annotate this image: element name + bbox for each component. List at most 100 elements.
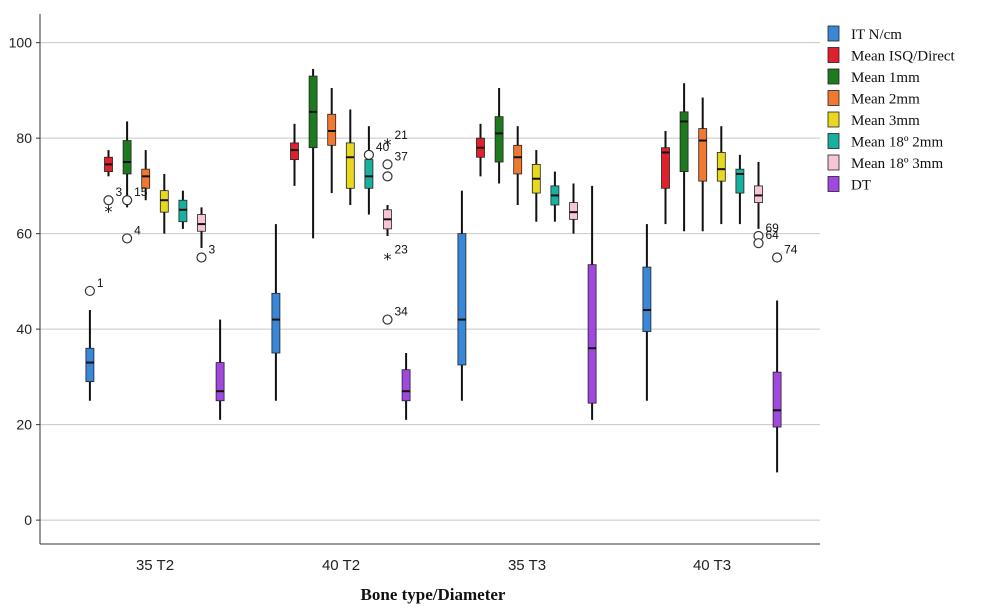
box: [642, 224, 652, 401]
outlier-label: 3: [116, 185, 123, 199]
legend-swatch: [827, 176, 840, 192]
box-body: [345, 142, 355, 189]
box: [345, 109, 355, 205]
legend-swatch: [827, 25, 840, 42]
box: [772, 300, 782, 473]
outlier-star: *: [384, 250, 392, 269]
outlier-circle: [121, 233, 133, 244]
box: [513, 126, 523, 205]
box: [159, 173, 169, 234]
series-mean-1mm: [122, 68, 689, 239]
box-body: [197, 214, 206, 232]
box-series: [85, 68, 782, 473]
y-tick-label: 60: [16, 226, 32, 242]
legend-label: Mean 1mm: [851, 70, 920, 86]
y-tick-label: 80: [16, 130, 32, 146]
x-tick-label: 35 T3: [508, 557, 546, 574]
gridlines: [36, 42, 820, 521]
outlier-circle: [84, 285, 96, 297]
box-body: [587, 264, 597, 404]
legend-label: Mean 18º 2mm: [851, 135, 943, 151]
box: [141, 150, 151, 201]
box-body: [642, 266, 652, 332]
legend-swatch: [827, 133, 840, 149]
box: [550, 171, 560, 222]
y-tick-labels: 0 20 40 60 80 100: [9, 35, 33, 528]
box-body: [754, 185, 763, 204]
legend-item-mean-2mm: Mean 2mm: [827, 90, 920, 108]
x-tick-label: 35 T2: [136, 557, 174, 574]
box-body: [494, 116, 504, 163]
box-body: [513, 144, 523, 175]
y-tick-label: 100: [9, 35, 33, 51]
outlier-circle: [363, 149, 374, 160]
legend-label: IT N/cm: [851, 27, 902, 43]
outlier-star: *: [105, 202, 113, 221]
legend-swatch: [827, 47, 840, 63]
box-body: [679, 111, 689, 172]
box: [308, 68, 318, 239]
outlier-label: 23: [395, 243, 409, 257]
box-body: [85, 347, 95, 383]
outlier-star: *: [384, 135, 392, 154]
x-tick-label: 40 T3: [693, 557, 731, 574]
outlier-circle: [382, 314, 393, 325]
outlier-label: 34: [395, 305, 409, 319]
outlier-label: 69: [766, 221, 780, 235]
x-tick-label: 40 T2: [322, 557, 360, 574]
outlier-circle: [382, 159, 393, 170]
legend-item-mean-18-3mm: Mean 18º 3mm: [827, 154, 943, 172]
box: [85, 310, 95, 401]
outlier-circle: [103, 195, 114, 206]
series-dt: [215, 185, 782, 473]
box: [271, 224, 281, 401]
outlier-circle: [196, 252, 207, 263]
box-body: [271, 292, 281, 354]
box: [401, 353, 411, 420]
box-body: [698, 128, 708, 182]
y-tick-label: 0: [24, 512, 32, 528]
legend-label: Mean 3mm: [851, 113, 920, 129]
box-body: [178, 199, 188, 223]
series-mean-18-3mm: [197, 162, 763, 248]
outlier-label: 37: [395, 149, 409, 163]
outlier-label: 40: [376, 140, 390, 154]
legend-swatch: [827, 90, 840, 106]
outlier-label: 4: [134, 223, 141, 237]
box: [754, 162, 763, 229]
box: [476, 123, 485, 177]
box: [215, 319, 225, 420]
box-body: [290, 142, 299, 161]
box-body: [141, 168, 151, 189]
legend-item-mean-3mm: Mean 3mm: [827, 111, 920, 129]
box-body: [159, 190, 169, 213]
outlier-label: 64: [766, 228, 780, 242]
box-body: [327, 113, 337, 146]
box-body: [122, 140, 132, 175]
axes: [39, 14, 820, 545]
y-tick-label: 40: [16, 321, 32, 337]
series-mean-2mm: [141, 88, 708, 232]
box: [327, 88, 337, 194]
outlier-circle: [121, 195, 133, 206]
box-body: [569, 202, 578, 220]
box: [679, 83, 689, 232]
box: [290, 123, 299, 186]
legend-swatch: [827, 154, 840, 171]
outlier-circle: [753, 238, 764, 249]
box-body: [457, 233, 467, 366]
legend-label: DT: [851, 178, 871, 194]
outlier-label: 3: [209, 243, 216, 257]
box-body: [364, 159, 374, 189]
legend-swatch: [827, 111, 840, 128]
outlier-label: 21: [395, 128, 409, 142]
box-body: [401, 369, 411, 402]
box: [569, 183, 578, 234]
outlier-circle: [382, 171, 393, 182]
box: [531, 150, 541, 222]
legend: IT N/cm Mean ISQ/Direct Mean 1mm Mean 2mm Me…: [827, 25, 956, 194]
legend-item-mean-isq-direct: Mean ISQ/Direct: [827, 47, 956, 65]
box: [178, 190, 188, 229]
